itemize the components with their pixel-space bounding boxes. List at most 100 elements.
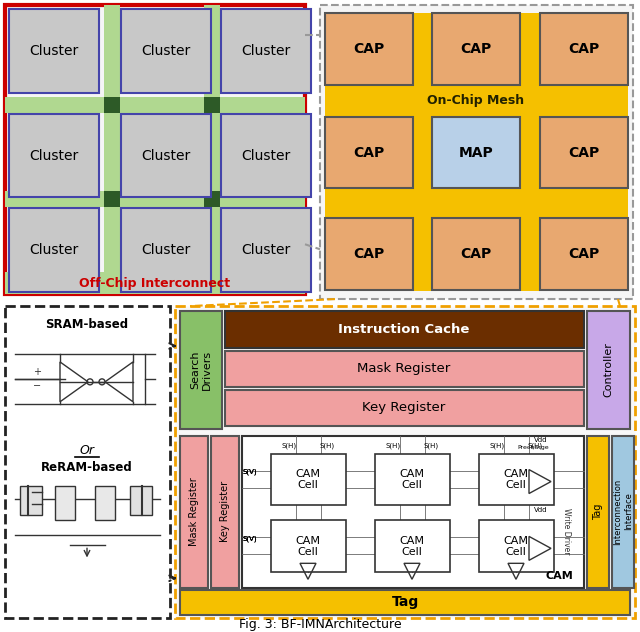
Bar	[5, 5, 305, 294]
Text: Mask Register: Mask Register	[189, 477, 199, 546]
Bar	[432, 218, 520, 290]
Text: S(V): S(V)	[243, 535, 257, 542]
Text: Interconnection
Interface: Interconnection Interface	[613, 478, 633, 545]
Text: CAM
Cell: CAM Cell	[504, 535, 529, 557]
Text: CAM
Cell: CAM Cell	[399, 535, 424, 557]
Text: CAP: CAP	[568, 247, 600, 261]
Text: Off-Chip Interconnect: Off-Chip Interconnect	[79, 277, 230, 289]
Text: CAP: CAP	[568, 145, 600, 159]
Bar	[271, 454, 346, 506]
Bar	[204, 5, 220, 272]
Bar	[180, 435, 208, 588]
Text: S(V): S(V)	[243, 468, 257, 475]
Text: CAP: CAP	[353, 42, 385, 56]
Bar	[540, 13, 628, 85]
Text: S(H): S(H)	[282, 442, 296, 449]
Bar	[121, 9, 211, 93]
Bar	[9, 209, 99, 292]
Bar	[432, 117, 520, 188]
Text: CAP: CAP	[353, 247, 385, 261]
Bar	[5, 272, 305, 294]
Text: Cluster: Cluster	[241, 44, 291, 58]
Bar	[204, 191, 220, 207]
Bar	[479, 454, 554, 506]
Bar	[413, 13, 432, 291]
Bar	[9, 114, 99, 197]
Text: S(V): S(V)	[243, 535, 257, 542]
Bar	[325, 13, 413, 85]
Text: Tag: Tag	[392, 595, 419, 609]
Bar	[204, 97, 220, 112]
Text: Tag: Tag	[593, 503, 603, 520]
Text: CAM
Cell: CAM Cell	[296, 469, 321, 490]
Text: Precharge: Precharge	[517, 445, 548, 449]
Bar	[271, 520, 346, 573]
Text: Cluster: Cluster	[141, 243, 191, 257]
Text: CAP: CAP	[460, 42, 492, 56]
Text: Key Register: Key Register	[362, 401, 445, 415]
Bar	[104, 97, 120, 112]
Bar	[9, 9, 99, 93]
Bar	[320, 5, 633, 299]
Bar	[587, 311, 630, 428]
Text: S(H): S(H)	[385, 442, 401, 449]
Text: Controller: Controller	[603, 343, 613, 398]
Text: S(H): S(H)	[424, 442, 438, 449]
Text: Vdd: Vdd	[534, 437, 547, 442]
Text: CAP: CAP	[460, 247, 492, 261]
Text: Vdd: Vdd	[534, 507, 547, 513]
Text: Cluster: Cluster	[29, 243, 79, 257]
Bar	[540, 218, 628, 290]
Text: Cluster: Cluster	[29, 44, 79, 58]
Text: S(H): S(H)	[490, 442, 504, 449]
Text: −: −	[33, 381, 41, 391]
Text: Cluster: Cluster	[241, 243, 291, 257]
Bar	[20, 485, 42, 516]
Bar	[55, 485, 75, 520]
Text: SRAM-based: SRAM-based	[45, 317, 129, 331]
Text: MAP: MAP	[459, 145, 493, 159]
Text: S(V): S(V)	[243, 468, 257, 475]
Bar	[432, 13, 520, 85]
Bar	[130, 485, 152, 516]
Text: Search
Drivers: Search Drivers	[190, 350, 212, 390]
Bar	[375, 520, 450, 573]
Bar	[479, 520, 554, 573]
Bar	[242, 435, 584, 588]
Bar	[175, 306, 635, 618]
Text: Key Register: Key Register	[220, 481, 230, 542]
Bar	[225, 390, 584, 426]
Text: S(H): S(H)	[319, 442, 335, 449]
Bar	[612, 435, 634, 588]
Text: +: +	[33, 367, 41, 377]
Bar	[221, 209, 311, 292]
Text: Cluster: Cluster	[141, 149, 191, 162]
Bar	[325, 218, 413, 290]
Text: Fig. 3: BF-IMNArchitecture: Fig. 3: BF-IMNArchitecture	[239, 617, 401, 631]
Bar	[225, 311, 584, 348]
Bar	[121, 114, 211, 197]
Bar	[5, 191, 305, 207]
Text: CAM
Cell: CAM Cell	[504, 469, 529, 490]
Bar	[325, 85, 628, 117]
Text: CAP: CAP	[568, 42, 600, 56]
Bar	[221, 9, 311, 93]
Text: Mask Register: Mask Register	[357, 362, 451, 375]
Text: Cluster: Cluster	[141, 44, 191, 58]
Text: ReRAM-based: ReRAM-based	[41, 461, 133, 474]
Bar	[221, 114, 311, 197]
Text: S(V): S(V)	[243, 468, 257, 475]
Text: Cluster: Cluster	[241, 149, 291, 162]
Text: S(H): S(H)	[527, 442, 543, 449]
Text: CAP: CAP	[353, 145, 385, 159]
Text: Or: Or	[79, 444, 95, 457]
Bar	[540, 117, 628, 188]
Bar	[121, 209, 211, 292]
Bar	[325, 188, 628, 218]
Bar	[375, 454, 450, 506]
Text: CAM
Cell: CAM Cell	[296, 535, 321, 557]
Text: On-Chip Mesh: On-Chip Mesh	[428, 94, 525, 107]
Bar	[104, 5, 120, 272]
Text: Write Driver: Write Driver	[561, 508, 570, 555]
Bar	[5, 97, 305, 112]
